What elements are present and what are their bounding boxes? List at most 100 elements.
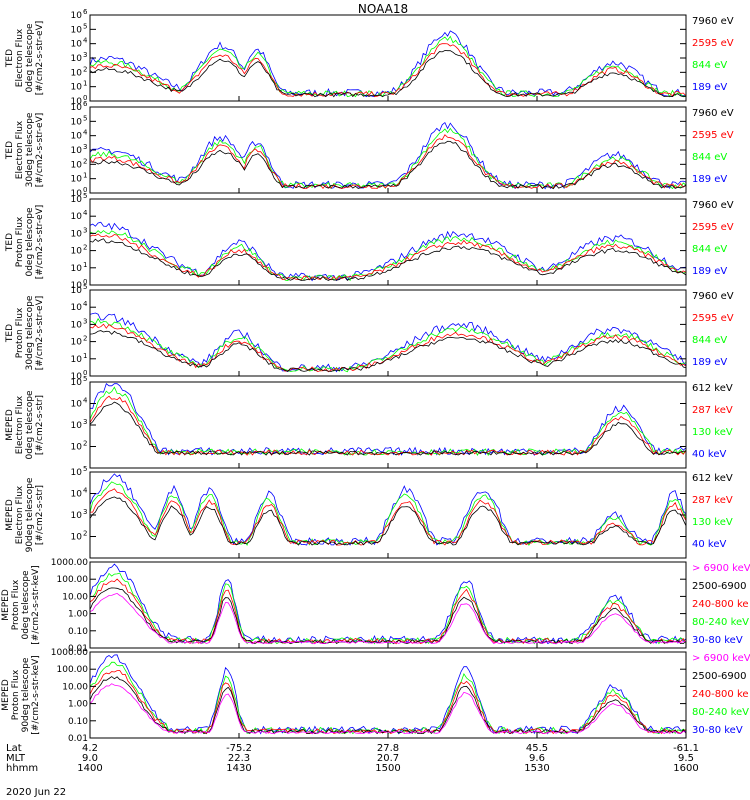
panel-1-legend-3: 844 eV xyxy=(692,60,727,71)
panel-2-ytick-exp-2: 1 xyxy=(83,172,87,180)
panel-8-trace-5 xyxy=(89,683,687,735)
panel-8-trace-1 xyxy=(89,654,687,735)
panel-4-ytick-label-1: 10 xyxy=(71,372,83,382)
panel-2-ytick-exp-4: 3 xyxy=(83,143,87,151)
panel-8-ylabel-line-2: Proton Flux xyxy=(11,669,21,720)
panel-5-legend-1: 612 keV xyxy=(692,383,733,394)
panel-4-ytick-label-4: 10 xyxy=(71,320,83,330)
panel-3-ytick-label-2: 10 xyxy=(71,264,83,274)
panel-4-ytick-label-3: 10 xyxy=(71,338,83,348)
panel-2-ytick-exp-1: 0 xyxy=(83,186,87,194)
ephemeris-mlt-3: 20.7 xyxy=(377,753,399,764)
panel-5-trace-1 xyxy=(89,383,687,456)
panel-4-ytick-label-6: 10 xyxy=(71,286,83,296)
panel-2-ytick-exp-6: 5 xyxy=(83,114,87,122)
panel-1-ytick-label-5: 10 xyxy=(71,40,83,50)
panel-4-legend-3: 844 eV xyxy=(692,335,727,346)
panel-1-ytick-label-6: 10 xyxy=(71,25,83,35)
panel-2-ytick-label-3: 10 xyxy=(71,160,83,170)
panel-2-ytick-exp-3: 2 xyxy=(83,157,87,165)
panel-1-ylabel-line-2: Electron Flux xyxy=(15,28,25,87)
panel-3-ytick-exp-4: 3 xyxy=(83,226,87,234)
panel-1-ytick-label-4: 10 xyxy=(71,54,83,64)
panel-4-ytick-exp-4: 3 xyxy=(83,317,87,325)
panel-6-frame xyxy=(89,471,687,559)
panel-4-ylabel-line-1: TED xyxy=(5,324,15,343)
panel-8-ylabel-line-4: [#/cm2-s-str-keV] xyxy=(31,655,41,734)
panel-1-ytick-label-7: 10 xyxy=(71,11,83,21)
panel-1-frame xyxy=(89,14,687,102)
panel-6-ylabel-line-2: Electron Flux xyxy=(15,485,25,544)
panel-1-ylabel-line-3: 0deg telescope xyxy=(25,23,35,93)
panel-6-trace-4 xyxy=(89,496,687,546)
panel-3-ytick-label-1: 10 xyxy=(71,281,83,291)
panel-5-ylabel-line-1: MEPED xyxy=(5,409,15,441)
panel-1-ytick-exp-4: 3 xyxy=(83,51,87,59)
panel-1-ytick-exp-2: 1 xyxy=(83,80,87,88)
panel-4-ytick-exp-2: 1 xyxy=(83,352,87,360)
panel-3-ytick-label-6: 10 xyxy=(71,195,83,205)
panel-7-ytick-label-2: 0.10 xyxy=(68,627,88,637)
panel-1-ytick-exp-5: 4 xyxy=(83,37,88,45)
ephemeris-mlt-5: 9.5 xyxy=(678,753,694,764)
panel-3-frame xyxy=(89,198,687,286)
panel-1-legend-2: 2595 eV xyxy=(692,38,734,49)
panel-3-ylabel-line-4: [#/cm2-s-str-eV] xyxy=(35,205,45,280)
panel-7-legend-5: 30-80 keV xyxy=(692,635,743,646)
panel-2-ytick-label-4: 10 xyxy=(71,146,83,156)
panel-7-legend-2: 2500-6900 xyxy=(692,581,747,592)
panel-1-trace-4 xyxy=(89,50,687,98)
panel-2-trace-3 xyxy=(89,134,687,190)
panel-3-ylabel-line-2: Proton Flux xyxy=(15,216,25,267)
panel-6-ylabel-line-4: [#/cm2-s-str] xyxy=(35,485,45,545)
ephemeris-row-label-mlt: MLT xyxy=(6,753,26,764)
panel-7-ylabel-line-1: MEPED xyxy=(1,589,11,621)
panel-2-ytick-exp-5: 4 xyxy=(83,129,88,137)
panel-5-legend-3: 130 keV xyxy=(692,427,733,438)
panel-8-ylabel-line-3: 90deg telescope xyxy=(21,657,31,732)
panel-4-ytick-exp-5: 4 xyxy=(83,300,88,308)
ephemeris-hhmm-3: 1500 xyxy=(375,763,400,774)
panel-6-ylabel-line-3: 90deg telescope xyxy=(25,477,35,552)
panel-3-ytick-label-5: 10 xyxy=(71,212,83,222)
panel-7-ylabel-line-4: [#/cm2-s-str-keV] xyxy=(31,565,41,644)
panel-1-ytick-exp-3: 2 xyxy=(83,65,87,73)
panel-4-ylabel-line-4: [#/cm2-s-str-eV] xyxy=(35,296,45,371)
panel-2-trace-4 xyxy=(90,140,687,190)
panel-8: 0.01 0.10 1.00 10.00 100.00 1000.00 MEPED Proto… xyxy=(1,648,750,744)
panel-4-trace-1 xyxy=(89,312,687,373)
panel-2-trace-2 xyxy=(89,127,687,190)
panel-8-ytick-label-5: 100.00 xyxy=(57,665,89,675)
panel-2-ytick-label-7: 10 xyxy=(71,103,83,113)
panel-4-legend-1: 7960 eV xyxy=(692,291,734,302)
ephemeris-hhmm-5: 1600 xyxy=(673,763,698,774)
panel-1-legend-4: 189 eV xyxy=(692,82,727,93)
panel-7-ylabel-line-2: Proton Flux xyxy=(11,579,21,630)
panel-2-ylabel-line-3: 30deg telescope xyxy=(25,112,35,187)
panel-6-trace-1 xyxy=(89,473,687,546)
panel-2-ytick-label-1: 10 xyxy=(71,189,83,199)
panel-3-ylabel-line-3: 0deg telescope xyxy=(25,207,35,277)
panel-7-legend-4: 80-240 keV xyxy=(692,617,749,628)
panel-8-legend-2: 2500-6900 xyxy=(692,671,747,682)
panel-5-ytick-label-4: 10 xyxy=(71,378,83,388)
panel-7-frame xyxy=(89,561,687,649)
ephemeris-mlt-1: 9.0 xyxy=(82,753,98,764)
panel-3-ylabel-line-1: TED xyxy=(5,233,15,252)
panel-8-ytick-label-1: 0.01 xyxy=(68,734,88,744)
panel-6-ytick-label-3: 10 xyxy=(71,490,83,500)
panel-5-ytick-label-1: 10 xyxy=(71,443,83,453)
panel-7-ylabel-line-3: 0deg telescope xyxy=(21,570,31,640)
panel-7-trace-4 xyxy=(89,587,687,645)
panel-3-ytick-exp-2: 1 xyxy=(83,261,87,269)
panel-5-ytick-exp-4: 5 xyxy=(83,375,87,383)
panel-4-ytick-label-5: 10 xyxy=(71,303,83,313)
panel-3-legend-2: 2595 eV xyxy=(692,222,734,233)
panel-7-trace-2 xyxy=(89,572,687,645)
panel-6-legend-2: 287 keV xyxy=(692,495,733,506)
